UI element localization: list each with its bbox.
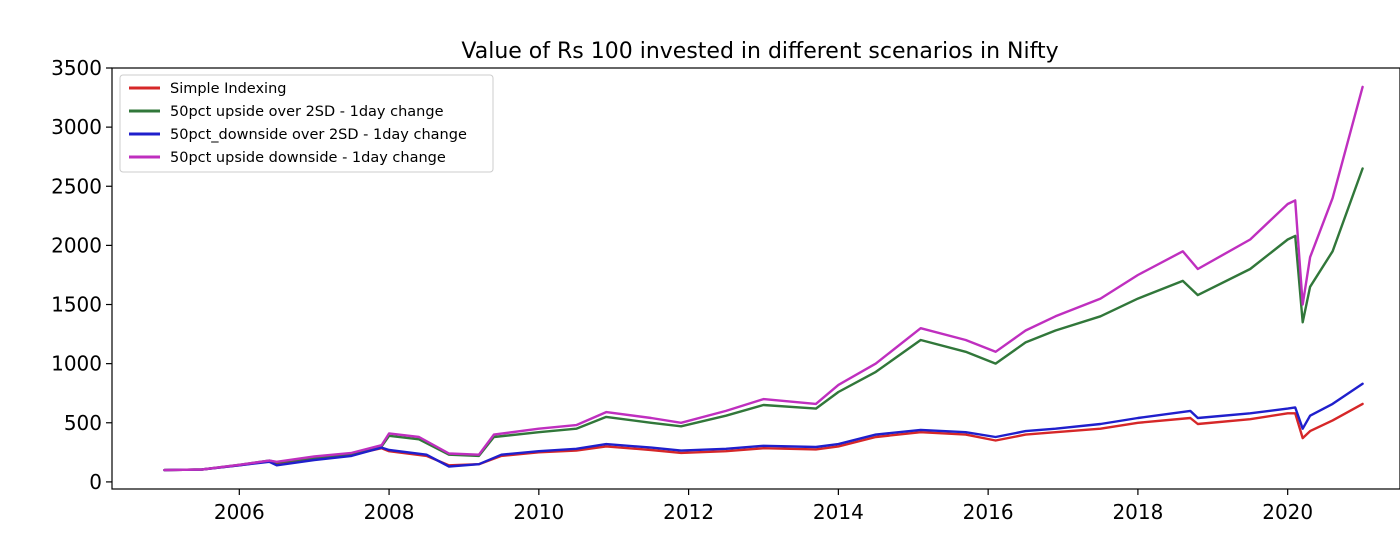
y-tick-label: 2500 xyxy=(51,174,102,198)
legend: Simple Indexing 50pct upside over 2SD - 1… xyxy=(119,74,494,173)
legend-label: 50pct upside downside - 1day change xyxy=(170,150,446,166)
legend-box xyxy=(119,74,494,173)
y-tick-label: 0 xyxy=(89,470,102,494)
series-line-2 xyxy=(163,167,1364,472)
y-tick-label: 1000 xyxy=(51,352,102,376)
x-tick-label: 2012 xyxy=(663,500,714,524)
series-line-1 xyxy=(163,402,1364,472)
x-tick-label: 2010 xyxy=(513,500,564,524)
x-axis: 2006 2008 2010 2012 2014 2016 2018 2020 xyxy=(214,489,1313,524)
x-tick-label: 2006 xyxy=(214,500,265,524)
plot-frame xyxy=(111,67,1400,490)
y-tick-label: 3500 xyxy=(51,56,102,80)
x-tick-label: 2014 xyxy=(813,500,864,524)
x-tick-label: 2020 xyxy=(1262,500,1313,524)
legend-label: Simple Indexing xyxy=(170,81,286,97)
legend-label: 50pct_downside over 2SD - 1day change xyxy=(170,127,467,143)
y-tick-label: 500 xyxy=(64,411,102,435)
chart-title: Value of Rs 100 invested in different sc… xyxy=(461,39,1058,64)
y-tick-label: 1500 xyxy=(51,293,102,317)
y-tick-label: 2000 xyxy=(51,233,102,257)
legend-label: 50pct upside over 2SD - 1day change xyxy=(170,104,444,120)
x-tick-label: 2018 xyxy=(1112,500,1163,524)
x-tick-label: 2016 xyxy=(963,500,1014,524)
y-axis: 0 500 1000 1500 2000 2500 3000 3500 xyxy=(51,56,112,494)
series-line-4 xyxy=(163,85,1364,472)
x-tick-label: 2008 xyxy=(364,500,415,524)
series-layer xyxy=(163,85,1364,472)
y-tick-label: 3000 xyxy=(51,115,102,139)
series-line-3 xyxy=(163,382,1364,472)
